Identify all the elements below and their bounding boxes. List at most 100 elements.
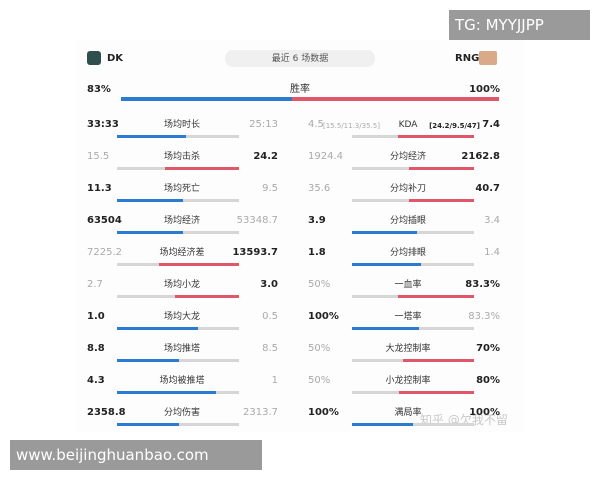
stat-bar-right bbox=[164, 167, 239, 170]
stat-left: 33:33 bbox=[87, 119, 119, 130]
stat-left: 50% bbox=[308, 279, 331, 290]
stat-right: 24.2 bbox=[253, 151, 278, 162]
stat-bar-right bbox=[397, 295, 474, 298]
stat-bar-right bbox=[174, 295, 239, 298]
stat-left: 1.8 bbox=[308, 247, 326, 258]
stat-right: 0.5 bbox=[262, 311, 278, 322]
win-rate-label: 胜率 bbox=[290, 84, 310, 95]
stat-label: 场均大龙 bbox=[163, 312, 200, 322]
stat-right: 7.4 bbox=[482, 119, 500, 130]
stat-label: 场均被推塔 bbox=[159, 376, 205, 386]
stat-right: 2162.8 bbox=[461, 151, 500, 162]
stat-bar-right bbox=[413, 423, 474, 426]
stat-bar-left bbox=[352, 359, 403, 362]
stat-bar-right bbox=[178, 423, 239, 426]
stat-left: 11.3 bbox=[87, 183, 112, 194]
stats-card bbox=[75, 40, 525, 432]
stat-bar-left bbox=[117, 135, 187, 138]
stat-left: 50% bbox=[308, 375, 331, 386]
stat-right: 83.3% bbox=[465, 279, 500, 290]
stat-label: 小龙控制率 bbox=[385, 376, 431, 386]
stat-right: 83.3% bbox=[468, 311, 500, 322]
stat-bar-left bbox=[117, 391, 216, 394]
stat-label: 场均推塔 bbox=[163, 344, 200, 354]
stat-left: 35.6 bbox=[308, 183, 331, 194]
stat-bar-right bbox=[417, 231, 474, 234]
stat-bar-right bbox=[186, 135, 239, 138]
stat-left: 1.0 bbox=[87, 311, 105, 322]
stat-right: 2313.7 bbox=[243, 407, 278, 418]
stat-label: 场均时长 bbox=[163, 120, 200, 130]
stat-bar-left bbox=[117, 231, 184, 234]
stat-bar-right bbox=[183, 231, 239, 234]
stat-right: 9.5 bbox=[262, 183, 278, 194]
stat-left: 2.7 bbox=[87, 279, 103, 290]
stat-right: 1.4 bbox=[484, 247, 500, 258]
team-right: RNG bbox=[455, 53, 480, 64]
team-left: DK bbox=[107, 53, 124, 64]
stat-left: 100% bbox=[308, 311, 339, 322]
stat-bar-right bbox=[408, 199, 474, 202]
stat-label: KDA bbox=[398, 120, 418, 130]
stat-label: 场均击杀 bbox=[163, 152, 200, 162]
stat-right: 3.4 bbox=[484, 215, 500, 226]
stat-bar-left bbox=[117, 167, 165, 170]
stat-bar-left bbox=[117, 263, 160, 266]
stat-right: 25:13 bbox=[249, 119, 278, 130]
stat-bar-left bbox=[352, 423, 413, 426]
stat-label: 场均死亡 bbox=[163, 184, 200, 194]
stat-bar-left bbox=[352, 263, 421, 266]
stat-bar-left bbox=[117, 199, 184, 202]
win-rate-left: 83% bbox=[87, 84, 111, 95]
stat-bar-right bbox=[418, 327, 474, 330]
subtitle-pill bbox=[225, 50, 375, 67]
stat-left: 7225.2 bbox=[87, 247, 122, 258]
stat-bar-left bbox=[352, 391, 399, 394]
stat-label: 分均排眼 bbox=[389, 248, 426, 258]
stat-right-note: [24.2/9.5/47] bbox=[429, 122, 480, 130]
stat-right: 8.5 bbox=[262, 343, 278, 354]
stat-bar-right bbox=[215, 391, 239, 394]
watermark-site: www.beijinghuanbao.com bbox=[10, 440, 262, 470]
stat-label: 一血率 bbox=[394, 280, 422, 290]
stat-bar-right bbox=[409, 167, 474, 170]
stat-bar-left bbox=[352, 199, 409, 202]
stat-bar-right bbox=[402, 359, 474, 362]
stat-bar-left bbox=[352, 295, 398, 298]
stat-left: 15.5 bbox=[87, 151, 110, 162]
stat-bar-left bbox=[117, 359, 180, 362]
stat-bar-left bbox=[352, 167, 410, 170]
stat-label: 分均插眼 bbox=[389, 216, 426, 226]
stat-bar-left bbox=[117, 423, 179, 426]
stat-left: 4.5 bbox=[308, 119, 324, 130]
stat-label: 一塔率 bbox=[394, 312, 422, 322]
stat-label: 场均经济 bbox=[163, 216, 200, 226]
stat-right: 1 bbox=[271, 375, 278, 386]
stat-left: 63504 bbox=[87, 215, 122, 226]
stat-right: 100% bbox=[469, 407, 500, 418]
stat-bar-left bbox=[352, 327, 419, 330]
rng-logo bbox=[479, 51, 497, 65]
stat-right: 70% bbox=[476, 343, 500, 354]
stat-right: 53348.7 bbox=[236, 215, 278, 226]
stat-left-note: [15.5/11.3/35.5] bbox=[323, 122, 380, 130]
stat-bar-right bbox=[398, 135, 474, 138]
stat-left: 4.3 bbox=[87, 375, 105, 386]
stat-bar-right bbox=[398, 391, 474, 394]
stat-label: 分均补刀 bbox=[389, 184, 426, 194]
stat-bar-right bbox=[159, 263, 239, 266]
stat-right: 3.0 bbox=[260, 279, 278, 290]
stat-left: 50% bbox=[308, 343, 331, 354]
stat-bar-right bbox=[183, 199, 239, 202]
stat-bar-left bbox=[117, 295, 175, 298]
dk-logo bbox=[87, 51, 101, 65]
stat-bar-right bbox=[420, 263, 474, 266]
stat-left: 3.9 bbox=[308, 215, 326, 226]
stat-left: 1924.4 bbox=[308, 151, 343, 162]
stat-label: 满局率 bbox=[394, 408, 422, 418]
stat-bar-left bbox=[117, 327, 199, 330]
watermark-tg: TG: MYYJJPP bbox=[449, 10, 590, 40]
win-rate-right: 100% bbox=[469, 84, 500, 95]
win-rate-bar-left bbox=[121, 97, 293, 101]
